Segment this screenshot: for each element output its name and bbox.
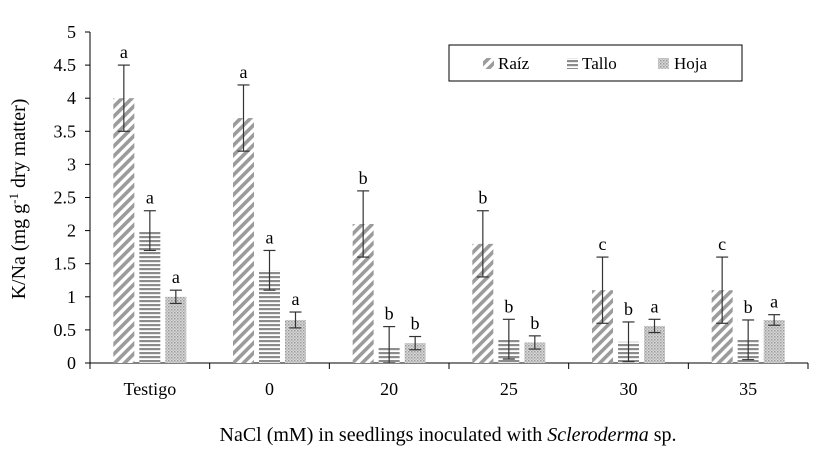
x-tick-label: 30 xyxy=(620,379,638,399)
x-tick-label: Testigo xyxy=(123,379,176,399)
x-tick-label: 25 xyxy=(500,379,518,399)
significance-letter: a xyxy=(120,42,128,62)
bar-raiz xyxy=(233,118,254,363)
y-tick-label: 2.5 xyxy=(54,188,77,208)
bar-hoja xyxy=(763,319,785,363)
y-tick-label: 4 xyxy=(67,88,76,108)
bar-tallo xyxy=(259,270,280,363)
bar-hoja xyxy=(644,325,665,363)
significance-letter: a xyxy=(146,188,154,208)
bar-hoja xyxy=(165,296,187,363)
x-axis-title: NaCl (mM) in seedlings inoculated with S… xyxy=(220,424,677,446)
legend-swatch-raiz xyxy=(483,58,494,69)
significance-letter: a xyxy=(651,296,659,316)
legend-label-raiz: Raíz xyxy=(498,54,530,73)
significance-letter: a xyxy=(292,289,300,309)
y-tick-label: 0.5 xyxy=(54,320,77,340)
bar-raiz xyxy=(592,290,613,363)
bar-hoja xyxy=(524,342,546,363)
bar-tallo xyxy=(139,230,161,363)
significance-letter: b xyxy=(744,297,753,317)
significance-letter: a xyxy=(770,292,778,312)
y-axis-title-tail: dry matter) xyxy=(8,99,30,193)
x-tick-label: 35 xyxy=(739,379,757,399)
significance-letter: a xyxy=(172,267,180,287)
legend-swatch-hoja xyxy=(658,58,669,69)
y-tick-label: 1.5 xyxy=(54,254,77,274)
legend-label-tallo: Tallo xyxy=(582,54,617,73)
bar-raiz xyxy=(352,223,374,363)
y-tick-label: 5 xyxy=(67,22,76,42)
significance-letter: b xyxy=(478,188,487,208)
y-tick-label: 1 xyxy=(67,287,76,307)
bar-series-group xyxy=(113,64,785,364)
x-axis: Testigo 0 20 25 30 35 xyxy=(89,362,809,399)
significance-letter: b xyxy=(411,314,420,334)
significance-letter: b xyxy=(530,313,539,333)
y-tick-label: 0 xyxy=(67,353,76,373)
significance-letter: a xyxy=(240,62,248,82)
significance-letter: b xyxy=(385,304,394,324)
y-tick-label: 2 xyxy=(67,221,76,241)
significance-letter: b xyxy=(624,299,633,319)
x-axis-title-tail: sp. xyxy=(649,424,677,446)
bar-hoja xyxy=(404,343,426,363)
bar-hoja xyxy=(285,319,306,363)
y-axis: 0 0.5 1 1.5 2 2.5 3 3.5 4 4.5 5 xyxy=(54,22,91,373)
significance-letter: c xyxy=(718,234,726,254)
significance-letter: b xyxy=(504,296,513,316)
x-tick-label: 0 xyxy=(265,379,274,399)
x-axis-title-species: Scleroderma xyxy=(547,424,648,446)
y-axis-title: K/Na (mg g-1 dry matter) xyxy=(6,99,31,300)
y-tick-label: 3 xyxy=(67,154,76,174)
legend-box xyxy=(448,44,743,82)
significance-letter: a xyxy=(266,227,274,247)
legend: Raíz Tallo Hoja xyxy=(448,44,743,82)
y-tick-label: 3.5 xyxy=(54,121,77,141)
legend-swatch-tallo xyxy=(567,58,578,69)
significance-letter: c xyxy=(599,234,607,254)
x-axis-title-main: NaCl (mM) in seedlings inoculated with xyxy=(220,424,548,446)
legend-label-hoja: Hoja xyxy=(674,54,708,73)
bar-raiz xyxy=(472,243,494,363)
bar-raiz xyxy=(113,98,135,363)
y-axis-title-main: K/Na (mg g xyxy=(8,204,30,300)
y-axis-title-superscript: -1 xyxy=(6,193,21,204)
y-tick-label: 4.5 xyxy=(54,55,77,75)
x-tick-label: 20 xyxy=(380,379,398,399)
significance-letter: b xyxy=(359,168,368,188)
bar-raiz xyxy=(711,290,733,363)
